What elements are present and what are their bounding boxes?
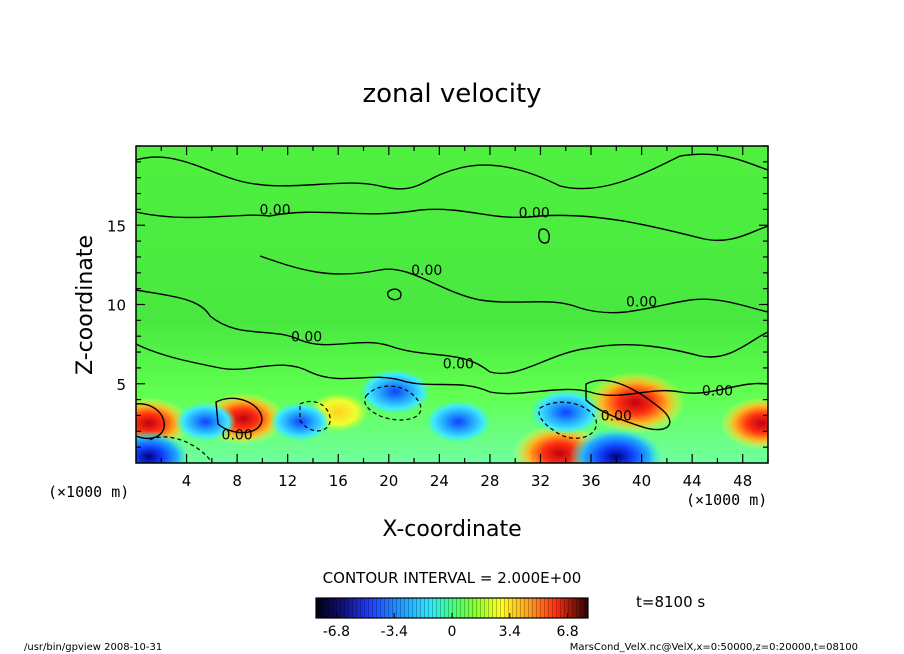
footer-right: MarsCond_VelX.nc@VelX,x=0:50000,z=0:2000… xyxy=(570,642,858,653)
chart-title: zonal velocity xyxy=(362,79,541,109)
x-tick-label: 40 xyxy=(632,472,651,490)
y-axis: 5 10 15 xyxy=(107,145,768,448)
y-tick-label: 5 xyxy=(116,376,126,394)
contour-line xyxy=(585,379,671,431)
x-axis: 4 8 12 16 20 24 28 32 36 40 44 48 xyxy=(160,146,769,490)
colorbar-tick-label: 6.8 xyxy=(556,624,578,640)
x-tick-label: 8 xyxy=(232,472,242,490)
x-tick-label: 24 xyxy=(430,472,449,490)
x-tick-label: 28 xyxy=(480,472,499,490)
colorbar-tick-label: -6.8 xyxy=(323,624,350,640)
contour-label: 0.00 xyxy=(626,295,657,311)
footer-left: /usr/bin/gpview 2008-10-31 xyxy=(24,642,162,653)
x-tick-label: 48 xyxy=(733,472,752,490)
contour-line xyxy=(136,208,768,242)
contour-line xyxy=(538,228,550,244)
contour-labels: 0.00 0.00 0.00 0.00 0.00 0.00 0.00 0.00 0.00 xyxy=(222,203,733,444)
contour-line xyxy=(538,401,597,439)
contour-label: 0.00 xyxy=(259,203,290,219)
contour-line xyxy=(136,289,768,375)
colorbar-tick-label: -3.4 xyxy=(381,624,408,640)
contour-label: 0.00 xyxy=(222,428,253,444)
x-unit-left: (×1000 m) xyxy=(48,483,129,501)
field-feature-negative xyxy=(529,389,602,436)
contour-label: 0.00 xyxy=(702,383,733,399)
contour-lines-negative xyxy=(149,385,597,461)
contour-line xyxy=(215,397,263,434)
colorbar: -6.8 -3.4 0 3.4 6.8 xyxy=(315,597,589,640)
field-feature-negative xyxy=(425,400,492,443)
x-tick-label: 36 xyxy=(581,472,600,490)
field-feature-negative xyxy=(359,368,432,415)
colorbar-tick-label: 0 xyxy=(448,624,457,640)
contour-interval: CONTOUR INTERVAL = 2.000E+00 xyxy=(323,569,582,587)
x-tick-label: 32 xyxy=(531,472,550,490)
colorbar-ticks: -6.8 -3.4 0 3.4 6.8 xyxy=(323,613,579,640)
plot-area: 0.00 0.00 0.00 0.00 0.00 0.00 0.00 0.00 0.00 xyxy=(136,146,768,463)
field-feature-positive xyxy=(720,397,768,450)
x-tick-label: 12 xyxy=(278,472,297,490)
x-axis-label: X-coordinate xyxy=(382,517,521,542)
x-unit-right: (×1000 m) xyxy=(686,491,767,509)
field-feature-negative xyxy=(269,402,331,442)
contour-label: 0.00 xyxy=(291,329,322,345)
contour-line xyxy=(136,343,768,396)
contour-line xyxy=(136,403,165,440)
colorbar-tick-label: 3.4 xyxy=(499,624,521,640)
contour-label: 0.00 xyxy=(443,356,474,372)
x-tick-label: 44 xyxy=(683,472,702,490)
contour-line xyxy=(364,385,422,421)
y-tick-label: 10 xyxy=(107,297,126,315)
contour-label: 0.00 xyxy=(519,206,550,222)
contour-line xyxy=(259,255,768,314)
x-tick-label: 20 xyxy=(379,472,398,490)
contour-lines-positive xyxy=(136,379,671,440)
contour-line xyxy=(387,288,402,301)
x-tick-label: 16 xyxy=(329,472,348,490)
contour-label: 0.00 xyxy=(601,409,632,425)
field-feature-positive xyxy=(585,371,686,434)
y-tick-label: 15 xyxy=(107,217,126,235)
time-label: t=8100 s xyxy=(636,593,705,611)
field-feature-negative xyxy=(569,427,664,463)
contour-line xyxy=(136,153,768,190)
x-tick-label: 4 xyxy=(182,472,192,490)
colorbar-stripes xyxy=(316,598,588,618)
y-axis-label: Z-coordinate xyxy=(73,235,98,375)
field-features xyxy=(136,368,768,463)
contour-lines xyxy=(136,153,768,396)
contour-label: 0.00 xyxy=(411,263,442,279)
field-feature-negative xyxy=(175,402,237,442)
contour-line xyxy=(299,400,331,432)
